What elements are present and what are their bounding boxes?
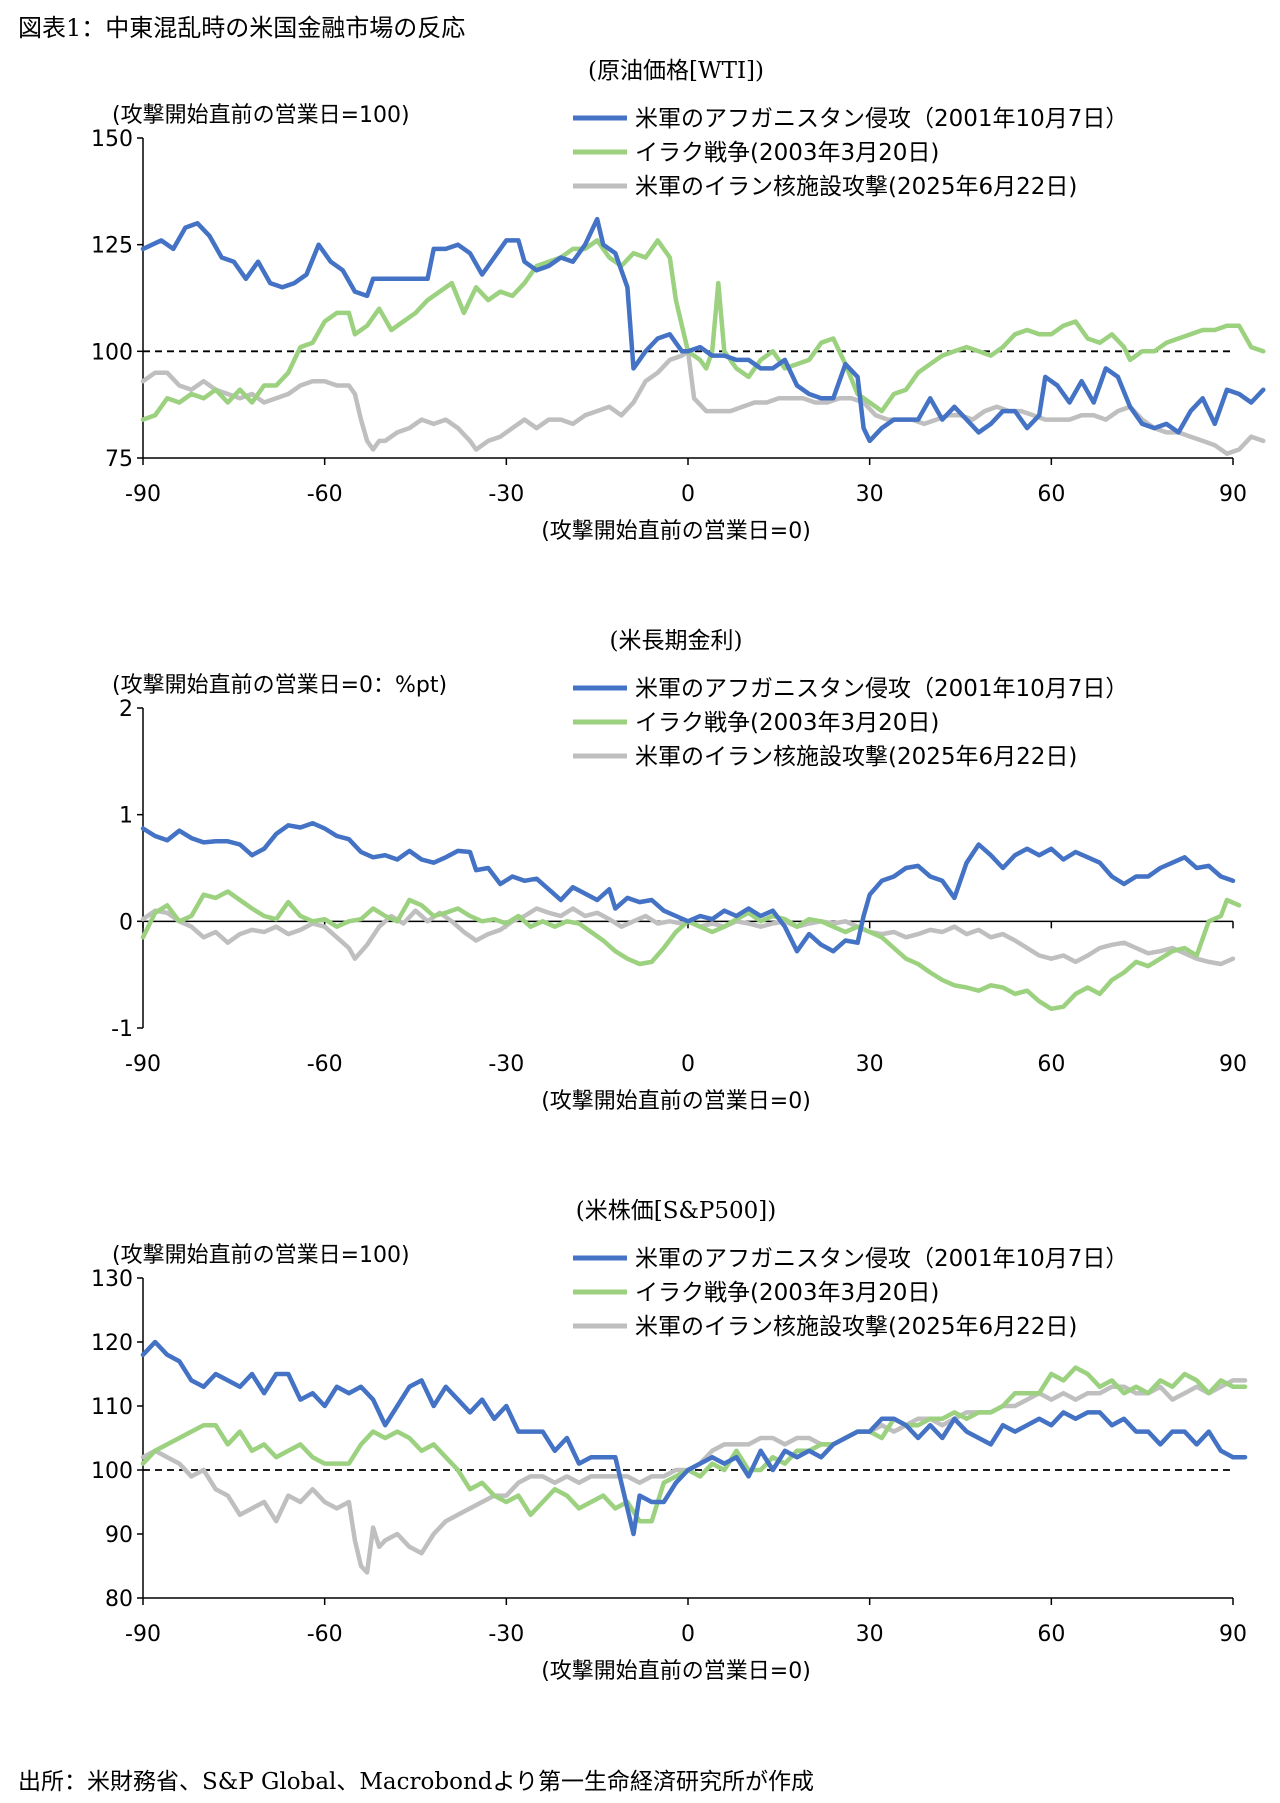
y-tick-label: 2	[119, 697, 133, 722]
legend-label-3: 米軍のイラン核施設攻撃(2025年6月22日)	[635, 744, 1077, 770]
y-tick-label: -1	[111, 1017, 133, 1042]
y-tick-label: 1	[119, 804, 133, 829]
chart-panel-yield: (米長期金利) (攻撃開始直前の営業日=0：%pt) -1 0 1 2 -90 -60 -30 0…	[0, 610, 1280, 1130]
series-line-2	[140, 889, 1242, 1012]
chart-panel-sp500: (米株価[S&P500]) (攻撃開始直前の営業日=100) 80 90 100 110 1…	[0, 1180, 1280, 1700]
oil-chart: (原油価格[WTI]) (攻撃開始直前の営業日=100) 75 100 125 150 -9…	[91, 58, 1266, 544]
legend-label-3: 米軍のイラン核施設攻撃(2025年6月22日)	[635, 174, 1077, 200]
x-tick-label: -60	[307, 482, 343, 507]
x-tick-label: -60	[307, 1052, 343, 1077]
y-tick-label: 100	[91, 340, 133, 365]
legend-label-1: 米軍のアフガニスタン侵攻（2001年10月7日）	[635, 676, 1128, 702]
series-line-1	[140, 820, 1236, 954]
x-axis-label: (攻撃開始直前の営業日=0)	[541, 519, 811, 544]
y-tick-label: 120	[91, 1331, 133, 1356]
chart-title: (米長期金利)	[610, 628, 743, 654]
legend-label-2: イラク戦争(2003年3月20日)	[635, 1280, 939, 1306]
x-axis-label: (攻撃開始直前の営業日=0)	[541, 1659, 811, 1684]
legend-label-2: イラク戦争(2003年3月20日)	[635, 710, 939, 736]
x-tick-label: -30	[488, 1622, 524, 1647]
chart-title: (米株価[S&P500])	[576, 1198, 777, 1224]
x-tick-label: 90	[1219, 482, 1247, 507]
y-tick-label: 75	[105, 447, 133, 472]
legend-label-2: イラク戦争(2003年3月20日)	[635, 140, 939, 166]
series-line-1	[140, 1339, 1248, 1537]
sp500-chart: (米株価[S&P500]) (攻撃開始直前の営業日=100) 80 90 100 110 1…	[91, 1198, 1248, 1684]
y-tick-label: 110	[91, 1395, 133, 1420]
series-line-1	[140, 216, 1266, 444]
x-tick-label: 90	[1219, 1622, 1247, 1647]
y-tick-label: 125	[91, 234, 133, 259]
legend-label-1: 米軍のアフガニスタン侵攻（2001年10月7日）	[635, 106, 1128, 132]
y-tick-label: 130	[91, 1267, 133, 1292]
y-unit-label: (攻撃開始直前の営業日=0：%pt)	[112, 673, 447, 698]
y-unit-label: (攻撃開始直前の営業日=100)	[112, 103, 410, 128]
x-tick-label: 30	[856, 1052, 884, 1077]
x-tick-label: -30	[488, 1052, 524, 1077]
y-tick-label: 150	[91, 127, 133, 152]
x-tick-label: -30	[488, 482, 524, 507]
y-tick-label: 90	[105, 1523, 133, 1548]
y-unit-label: (攻撃開始直前の営業日=100)	[112, 1243, 410, 1268]
x-tick-label: 90	[1219, 1052, 1247, 1077]
x-tick-label: 0	[681, 1052, 695, 1077]
chart-title: (原油価格[WTI])	[588, 58, 764, 84]
x-tick-label: 60	[1037, 1052, 1065, 1077]
series-line-3	[140, 1378, 1248, 1575]
x-tick-label: -90	[125, 1052, 161, 1077]
x-tick-label: -60	[307, 1622, 343, 1647]
x-tick-label: 60	[1037, 1622, 1065, 1647]
x-tick-label: -90	[125, 482, 161, 507]
x-tick-label: 0	[681, 1622, 695, 1647]
x-tick-label: 60	[1037, 482, 1065, 507]
x-tick-label: 30	[856, 1622, 884, 1647]
y-tick-label: 100	[91, 1459, 133, 1484]
series-line-2	[140, 238, 1266, 422]
x-tick-label: 0	[681, 482, 695, 507]
yield-chart: (米長期金利) (攻撃開始直前の営業日=0：%pt) -1 0 1 2 -90 -60 -30 0…	[111, 628, 1247, 1114]
x-axis-label: (攻撃開始直前の営業日=0)	[541, 1089, 811, 1114]
y-tick-label: 80	[105, 1587, 133, 1612]
x-tick-label: -90	[125, 1622, 161, 1647]
series-line-2	[140, 1365, 1248, 1524]
legend-label-1: 米軍のアフガニスタン侵攻（2001年10月7日）	[635, 1246, 1128, 1272]
figure-title: 図表1：中東混乱時の米国金融市場の反応	[18, 14, 466, 42]
chart-panel-oil: (原油価格[WTI]) (攻撃開始直前の営業日=100) 75 100 125 150 -9…	[0, 40, 1280, 560]
y-tick-label: 0	[119, 910, 133, 935]
x-tick-label: 30	[856, 482, 884, 507]
source-note: 出所：米財務省、S&P Global、Macrobondより第一生命経済研究所が…	[18, 1769, 815, 1795]
legend-label-3: 米軍のイラン核施設攻撃(2025年6月22日)	[635, 1314, 1077, 1340]
